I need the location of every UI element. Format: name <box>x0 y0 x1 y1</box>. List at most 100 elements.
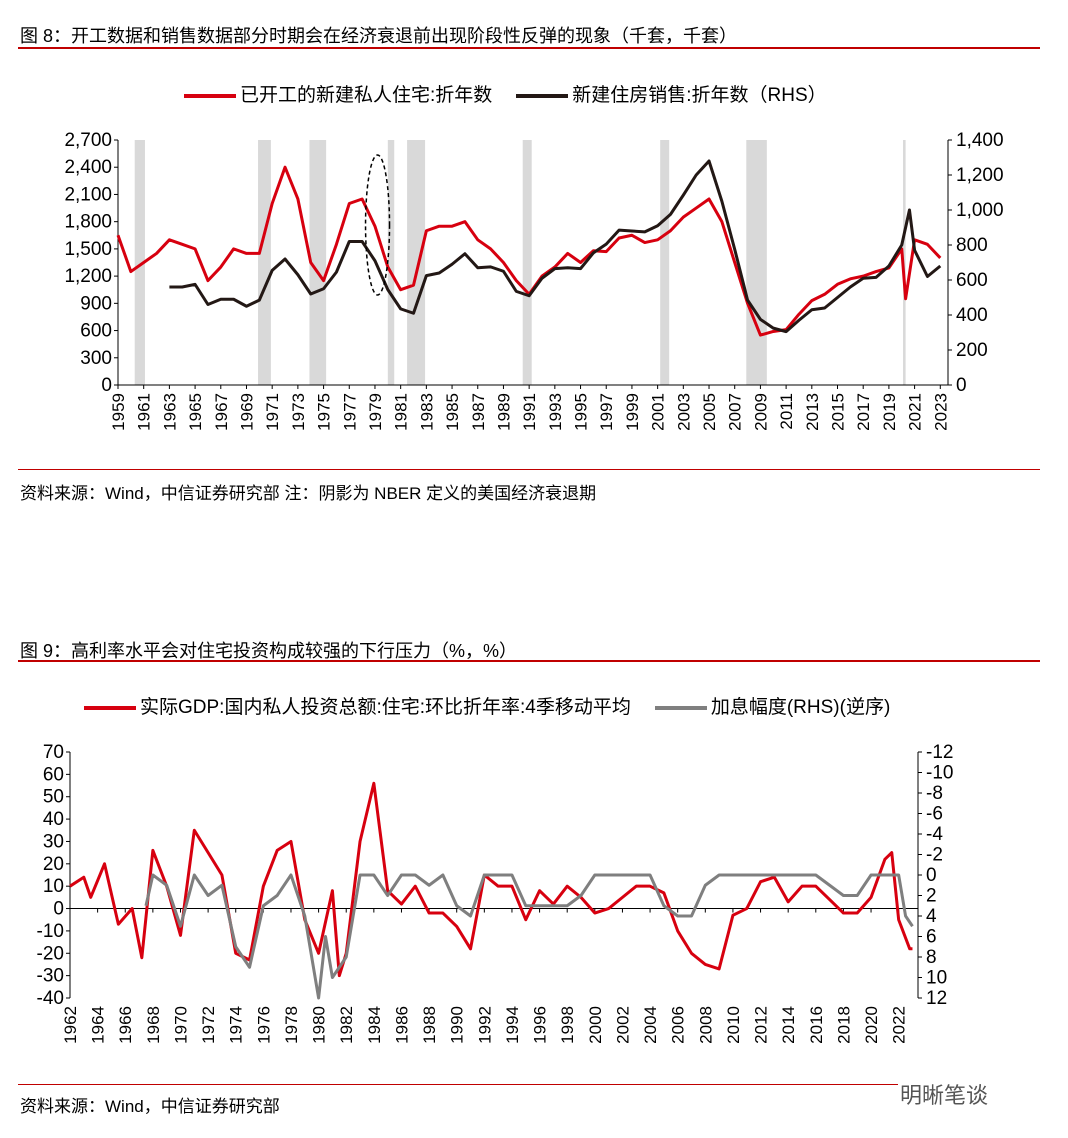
x-tick-label: 2007 <box>726 393 745 431</box>
y2-tick-label: 4 <box>926 906 937 927</box>
x-tick-label: 1994 <box>503 1006 522 1044</box>
x-tick-label: 1963 <box>160 393 179 431</box>
recession-band <box>407 140 426 385</box>
x-tick-label: 1983 <box>417 393 436 431</box>
x-tick-label: 2011 <box>777 393 796 430</box>
x-tick-label: 1965 <box>186 393 205 431</box>
y-tick-label: 1,800 <box>64 212 112 233</box>
y-tick-label: -30 <box>37 966 64 987</box>
y-tick-label: 70 <box>43 742 64 763</box>
x-tick-label: 1985 <box>443 393 462 431</box>
x-tick-label: 1986 <box>392 1006 411 1044</box>
x-tick-label: 1991 <box>520 393 539 431</box>
x-tick-label: 2016 <box>807 1006 826 1044</box>
x-tick-label: 2022 <box>890 1006 909 1044</box>
x-tick-label: 1978 <box>282 1006 301 1044</box>
y-tick-label: 600 <box>80 321 112 342</box>
x-tick-label: 2019 <box>880 393 899 431</box>
x-tick-label: 2002 <box>613 1006 632 1044</box>
x-tick-label: 2023 <box>931 393 950 431</box>
legend-label: 已开工的新建私人住宅:折年数 <box>240 85 493 106</box>
fig8-title-rule <box>18 47 1040 49</box>
y2-tick-label: 12 <box>926 988 947 1009</box>
y-tick-label: 1,200 <box>64 266 112 287</box>
x-tick-label: 1970 <box>171 1006 190 1044</box>
y2-tick-label: -10 <box>926 763 953 784</box>
x-tick-label: 2018 <box>834 1006 853 1044</box>
recession-band <box>660 140 670 385</box>
x-tick-label: 1974 <box>227 1006 246 1044</box>
x-tick-label: 1997 <box>597 393 616 431</box>
x-tick-label: 1980 <box>310 1006 329 1044</box>
y-tick-label: 1,500 <box>64 239 112 260</box>
recession-band <box>309 140 327 385</box>
y-tick-label: -40 <box>37 988 64 1009</box>
legend-item: 已开工的新建私人住宅:折年数 <box>184 80 492 107</box>
y-tick-label: 40 <box>43 809 64 830</box>
series-line-0 <box>69 781 913 978</box>
y-tick-label: 900 <box>80 293 112 314</box>
y-tick-label: 2,400 <box>64 157 112 178</box>
recession-band <box>134 140 145 385</box>
x-tick-label: 2004 <box>641 1006 660 1044</box>
y-tick-label: 10 <box>43 876 64 897</box>
y2-tick-label: 8 <box>926 947 937 968</box>
x-tick-label: 2020 <box>862 1006 881 1044</box>
recession-band <box>522 140 532 385</box>
legend-swatch <box>184 93 236 98</box>
x-tick-label: 1979 <box>366 393 385 431</box>
legend-item: 加息幅度(RHS)(逆序) <box>654 692 890 719</box>
x-tick-label: 1996 <box>531 1006 550 1044</box>
recession-band <box>258 140 271 385</box>
series-line-1 <box>169 159 942 334</box>
x-tick-label: 2003 <box>674 393 693 431</box>
x-tick-label: 1964 <box>89 1006 108 1044</box>
x-tick-label: 2012 <box>752 1006 771 1044</box>
x-tick-label: 2014 <box>779 1006 798 1044</box>
x-tick-label: 1967 <box>212 393 231 431</box>
x-tick-label: 2000 <box>586 1006 605 1044</box>
y-tick-label: 2,100 <box>64 184 112 205</box>
x-tick-label: 2005 <box>700 393 719 431</box>
y-tick-label: 30 <box>43 831 64 852</box>
x-tick-label: 1968 <box>144 1006 163 1044</box>
y2-tick-label: 10 <box>926 968 947 989</box>
legend-swatch <box>84 705 136 710</box>
recession-band <box>387 140 395 385</box>
fig9-title: 图 9：高利率水平会对住宅投资构成较强的下行压力（%，%） <box>20 641 518 661</box>
x-tick-label: 1973 <box>289 393 308 431</box>
y2-tick-label: 6 <box>926 927 937 948</box>
y-tick-label: 300 <box>80 348 112 369</box>
x-tick-label: 1972 <box>199 1006 218 1044</box>
y-tick-label: -20 <box>37 943 64 964</box>
legend-item: 新建住房销售:折年数（RHS） <box>516 80 827 107</box>
annotation-dashed-ellipse <box>364 154 391 296</box>
x-tick-label: 1999 <box>623 393 642 431</box>
y2-tick-label: -4 <box>926 824 943 845</box>
fig9-title-rule <box>18 660 1040 662</box>
x-tick-label: 1987 <box>469 393 488 431</box>
x-tick-label: 1988 <box>420 1006 439 1044</box>
y2-tick-label: 1,000 <box>956 200 1004 221</box>
y-tick-label: 0 <box>53 899 64 920</box>
x-tick-label: 2010 <box>724 1006 743 1044</box>
recession-band <box>903 140 906 385</box>
y2-tick-label: 1,200 <box>956 165 1004 186</box>
x-tick-label: 2008 <box>696 1006 715 1044</box>
x-tick-label: 1981 <box>392 393 411 431</box>
x-tick-label: 2013 <box>803 393 822 431</box>
x-tick-label: 1993 <box>546 393 565 431</box>
x-tick-label: 1976 <box>254 1006 273 1044</box>
x-tick-label: 1982 <box>337 1006 356 1044</box>
x-tick-label: 2001 <box>649 393 668 431</box>
fig8-title: 图 8：开工数据和销售数据部分时期会在经济衰退前出现阶段性反弹的现象（千套，千套… <box>20 26 738 46</box>
legend-label: 新建住房销售:折年数（RHS） <box>572 85 827 106</box>
series-line-1 <box>144 873 914 1000</box>
y-tick-label: 20 <box>43 854 64 875</box>
y-tick-label: 2,700 <box>64 130 112 151</box>
x-tick-label: 2021 <box>906 393 925 431</box>
x-tick-label: 1966 <box>116 1006 135 1044</box>
y-tick-label: -10 <box>37 921 64 942</box>
y2-tick-label: 200 <box>956 340 988 361</box>
x-tick-label: 1971 <box>263 393 282 431</box>
